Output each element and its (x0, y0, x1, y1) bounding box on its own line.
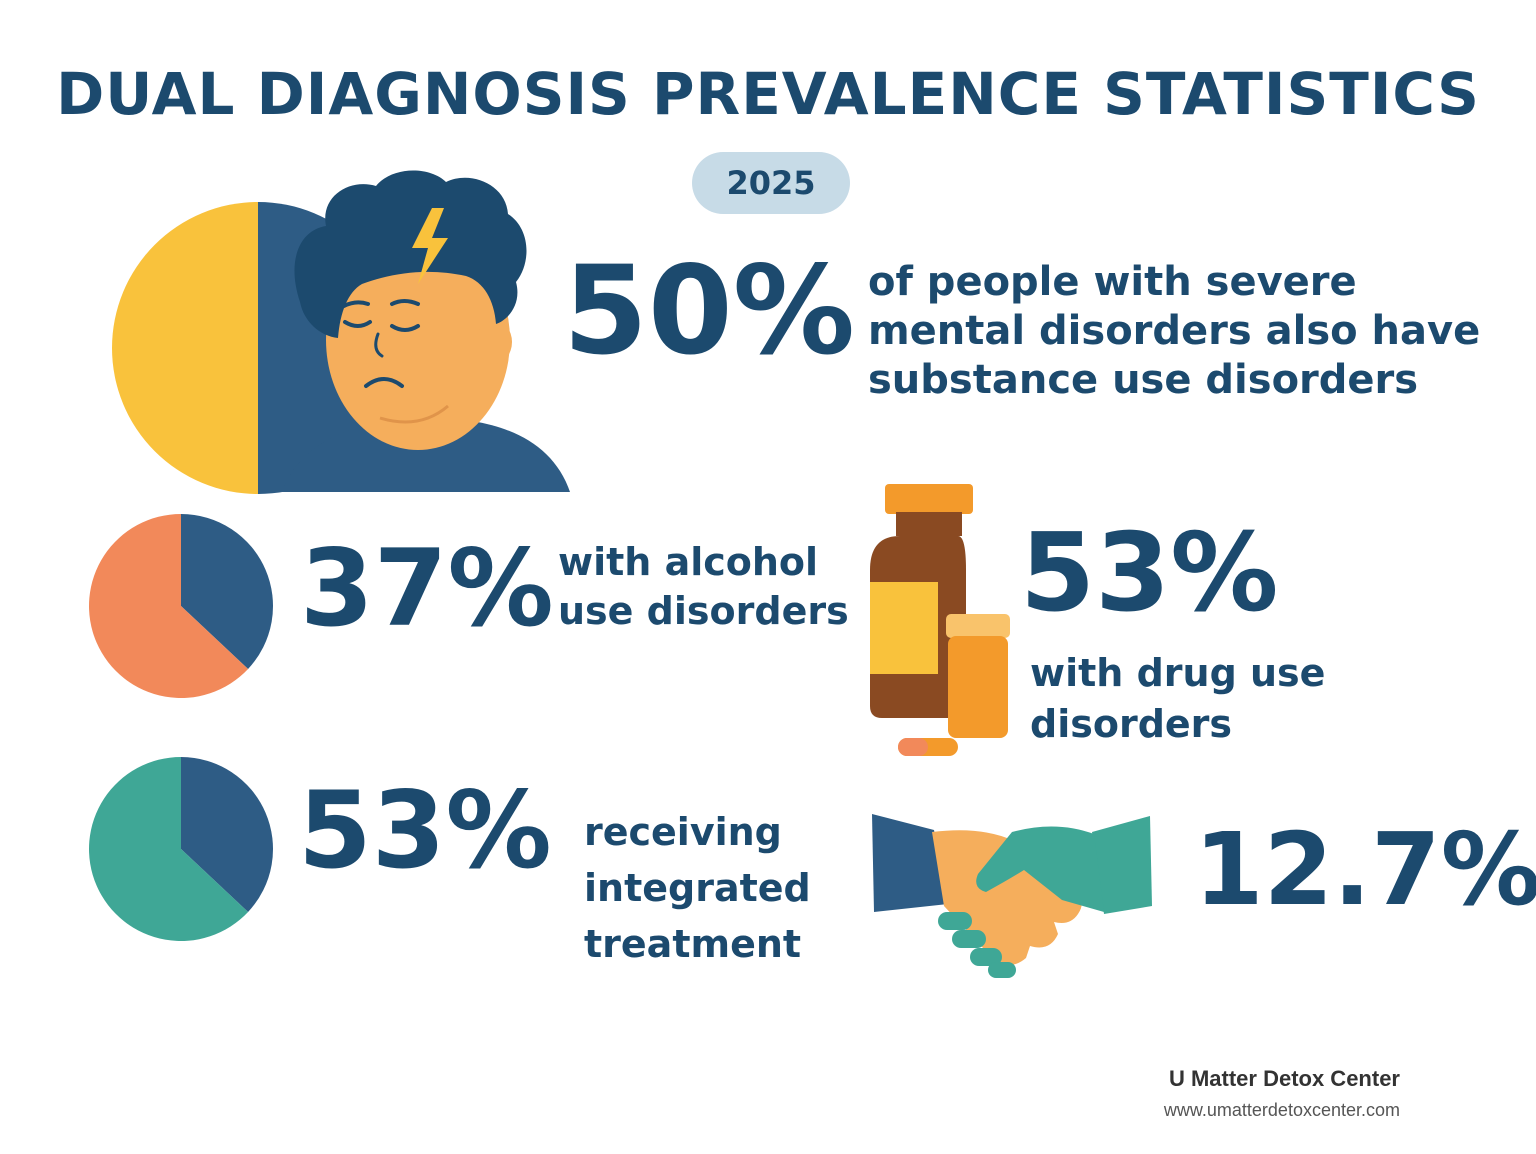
stat-50-description: of people with severe mental disorders a… (868, 258, 1480, 404)
stat-50-percent: 50% (563, 240, 856, 382)
stat-12-7-percent: 12.7% (1194, 811, 1536, 928)
stat-53-integrated-line-2: integrated (584, 866, 811, 911)
page-title: DUAL DIAGNOSIS PREVALENCE STATISTICS (56, 60, 1480, 128)
stat-53-integrated-line-1: receiving (584, 810, 782, 854)
year-badge: 2025 (692, 152, 850, 214)
stat-50-line-2: mental disorders also have (868, 307, 1481, 354)
stat-53-integrated-description: receiving integrated treatment (584, 804, 811, 973)
pie3-slice-1 (181, 757, 274, 912)
pie2-slice-2 (89, 514, 249, 698)
stat-53-drug-description: with drug use disorders (1030, 648, 1325, 750)
stat-53-percent-drug: 53% (1020, 511, 1279, 636)
stat-53-percent-integrated: 53% (298, 769, 552, 892)
stat-53-drug-line-2: disorders (1030, 701, 1233, 746)
stat-37-line-1: with alcohol (558, 540, 819, 584)
stat-50-line-1: of people with severe (868, 259, 1357, 305)
pie2-slice-1 (181, 514, 274, 669)
stat-53-integrated-line-3: treatment (584, 922, 802, 967)
pie1-slice-2 (112, 202, 258, 494)
pie3-slice-2 (89, 757, 249, 941)
stat-37-line-2: use disorders (558, 588, 849, 633)
stat-53-drug-line-1: with drug use (1030, 651, 1326, 695)
stat-37-description: with alcohol use disorders (558, 538, 849, 635)
stat-37-percent: 37% (300, 527, 554, 650)
stat-50-line-3: substance use disorders (868, 356, 1419, 403)
footer-organization-name: U Matter Detox Center (1168, 1066, 1400, 1091)
footer-website-url: www.umatterdetoxcenter.com (1163, 1100, 1400, 1120)
